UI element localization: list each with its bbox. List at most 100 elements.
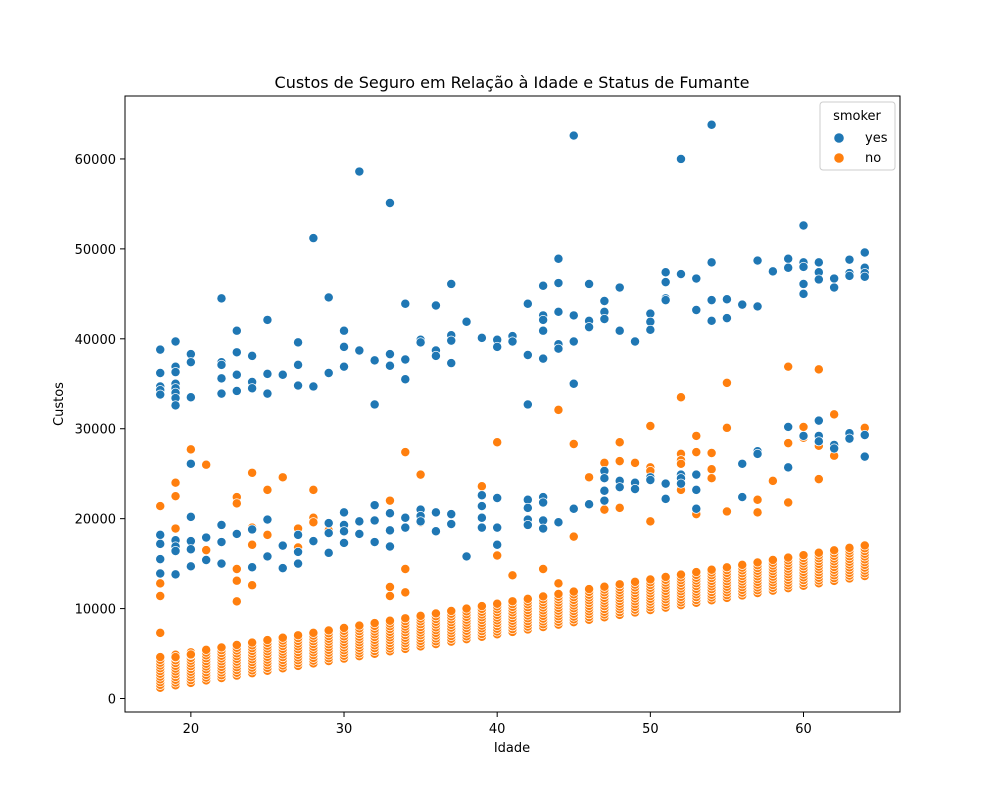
data-point-no	[231, 564, 242, 574]
data-point-yes	[553, 278, 564, 289]
x-axis-title: Idade	[494, 741, 530, 756]
data-point-yes	[476, 522, 487, 533]
data-point-yes	[323, 547, 334, 558]
data-point-yes	[645, 324, 656, 335]
data-point-yes	[400, 298, 411, 309]
data-point-yes	[492, 522, 503, 533]
data-point-yes	[170, 336, 181, 347]
legend-marker-yes	[833, 132, 845, 144]
data-point-no	[247, 539, 258, 550]
data-point-no	[201, 644, 212, 655]
data-point-yes	[216, 293, 227, 304]
data-point-yes	[262, 368, 273, 379]
data-point-yes	[354, 345, 365, 356]
data-point-no	[247, 467, 258, 478]
data-point-yes	[584, 278, 595, 289]
data-point-yes	[476, 512, 487, 523]
data-point-yes	[829, 282, 840, 293]
y-tick-label: 0	[108, 693, 116, 708]
data-point-no	[599, 581, 610, 592]
data-point-yes	[538, 497, 549, 508]
data-point-yes	[247, 383, 258, 394]
data-point-yes	[599, 296, 610, 307]
data-point-no	[293, 630, 304, 641]
data-point-yes	[461, 551, 472, 562]
data-point-yes	[752, 301, 763, 312]
data-point-yes	[277, 369, 288, 380]
data-point-yes	[354, 528, 365, 539]
x-tick-label: 30	[336, 722, 353, 737]
data-point-no	[568, 439, 579, 449]
data-point-no	[415, 610, 426, 621]
data-point-yes	[216, 537, 227, 548]
data-point-no	[813, 364, 824, 375]
data-point-yes	[783, 253, 794, 264]
data-point-yes	[339, 507, 349, 518]
data-point-yes	[415, 516, 426, 527]
data-point-no	[599, 504, 610, 515]
data-point-yes	[262, 314, 273, 325]
data-point-yes	[384, 360, 395, 371]
data-point-no	[185, 649, 196, 660]
data-point-yes	[400, 522, 411, 533]
y-tick-label: 30000	[75, 423, 116, 438]
data-point-yes	[737, 492, 748, 503]
y-axis-title: Custos	[52, 382, 67, 426]
data-point-yes	[844, 270, 855, 281]
data-point-yes	[216, 373, 227, 384]
data-point-yes	[369, 515, 380, 526]
data-point-yes	[201, 532, 212, 543]
data-point-yes	[522, 298, 533, 309]
data-point-yes	[630, 484, 641, 494]
data-point-yes	[155, 529, 166, 540]
data-point-yes	[599, 485, 610, 496]
data-point-no	[277, 472, 288, 483]
data-point-yes	[476, 332, 487, 343]
data-point-no	[614, 579, 625, 590]
data-point-yes	[170, 569, 181, 580]
data-point-yes	[568, 336, 579, 347]
data-point-no	[721, 506, 732, 517]
data-point-no	[446, 606, 457, 616]
data-point-yes	[553, 253, 564, 264]
data-point-yes	[721, 294, 732, 305]
data-point-no	[262, 529, 273, 540]
data-point-yes	[691, 503, 702, 514]
x-tick-label: 20	[183, 722, 200, 737]
data-point-no	[492, 437, 503, 448]
data-point-yes	[170, 546, 181, 557]
data-point-no	[584, 584, 595, 595]
data-point-yes	[277, 563, 288, 574]
data-point-yes	[339, 361, 349, 372]
data-point-yes	[813, 436, 824, 447]
data-point-no	[201, 545, 212, 556]
data-point-yes	[430, 507, 441, 518]
data-point-no	[155, 627, 166, 638]
data-point-yes	[476, 490, 487, 501]
data-point-yes	[247, 524, 258, 535]
data-point-yes	[323, 518, 334, 529]
data-point-yes	[170, 400, 181, 411]
data-point-no	[737, 559, 748, 570]
y-tick-label: 10000	[75, 603, 116, 618]
data-point-yes	[813, 415, 824, 426]
data-point-yes	[155, 568, 166, 579]
data-point-no	[384, 495, 395, 506]
data-point-yes	[813, 274, 824, 285]
data-point-yes	[354, 166, 365, 177]
data-point-yes	[155, 344, 166, 355]
data-point-no	[231, 575, 242, 586]
data-point-no	[706, 464, 717, 475]
data-point-no	[691, 447, 702, 458]
data-point-no	[400, 613, 411, 624]
data-point-yes	[247, 562, 258, 573]
data-point-no	[584, 472, 595, 483]
data-point-yes	[538, 280, 549, 291]
data-point-no	[553, 578, 564, 589]
data-point-yes	[415, 337, 426, 348]
data-point-no	[829, 409, 840, 420]
data-point-yes	[216, 519, 227, 530]
data-point-yes	[737, 458, 748, 469]
data-point-no	[476, 601, 487, 612]
